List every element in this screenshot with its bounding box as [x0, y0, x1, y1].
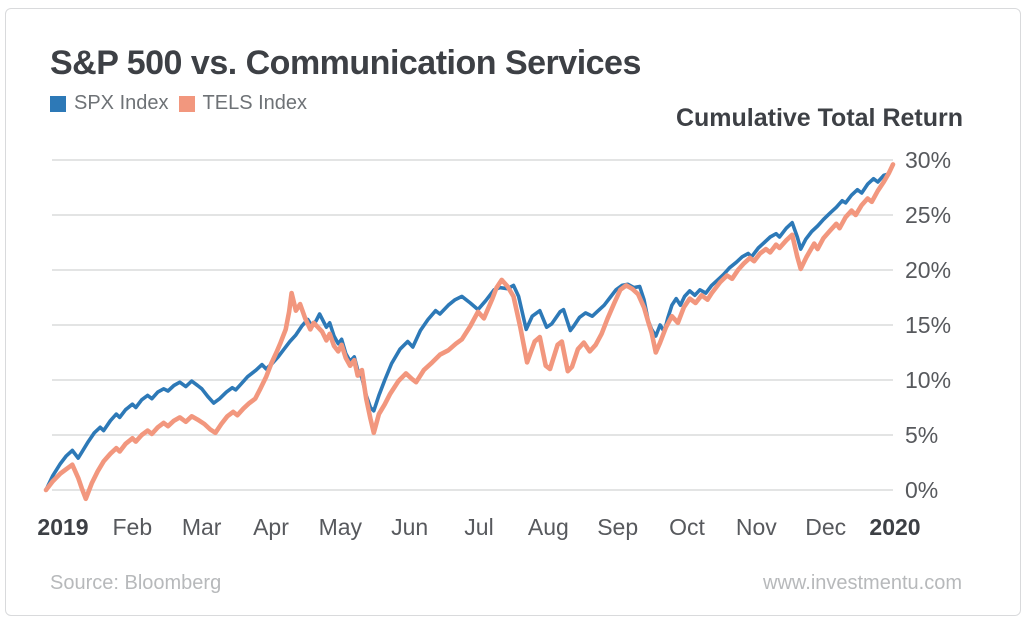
spx-color-swatch: [50, 95, 66, 112]
y-tick-label-15%: 15%: [905, 312, 951, 338]
y-tick-label-20%: 20%: [905, 257, 951, 283]
x-tick-label-Dec: Dec: [805, 514, 846, 540]
x-tick-label-Jul: Jul: [464, 514, 493, 540]
x-tick-label-Jun: Jun: [391, 514, 428, 540]
legend-label-tels: TELS Index: [202, 92, 308, 114]
x-tick-label-Oct: Oct: [669, 514, 705, 540]
chart-legend: SPX Index TELS Index: [50, 92, 307, 115]
y-axis-title: Cumulative Total Return: [675, 104, 963, 132]
x-tick-label-Feb: Feb: [113, 514, 153, 540]
x-tick-label-2019: 2019: [37, 514, 88, 540]
chart-title: S&P 500 vs. Communication Services: [50, 44, 641, 82]
y-tick-label-25%: 25%: [905, 202, 951, 228]
x-tick-label-May: May: [319, 514, 363, 540]
y-tick-label-30%: 30%: [905, 147, 951, 173]
tels-index-line: [43, 162, 896, 502]
y-tick-label-0%: 0%: [905, 477, 938, 503]
tels-color-swatch: [178, 95, 195, 112]
legend-item-tels: TELS Index: [178, 92, 308, 115]
source-credit: Source: Bloomberg: [50, 572, 222, 594]
x-tick-label-Apr: Apr: [253, 514, 289, 540]
x-tick-label-Nov: Nov: [736, 514, 777, 540]
x-tick-label-Aug: Aug: [528, 514, 569, 540]
legend-label-spx: SPX Index: [74, 92, 169, 114]
x-tick-label-Mar: Mar: [182, 514, 222, 540]
website-credit: www.investmentu.com: [763, 572, 962, 594]
y-tick-label-10%: 10%: [905, 367, 951, 393]
y-tick-label-5%: 5%: [905, 422, 938, 448]
x-tick-label-Sep: Sep: [597, 514, 638, 540]
legend-item-spx: SPX Index: [50, 92, 169, 115]
chart-card: [5, 8, 1021, 616]
x-tick-label-2020: 2020: [869, 514, 920, 540]
